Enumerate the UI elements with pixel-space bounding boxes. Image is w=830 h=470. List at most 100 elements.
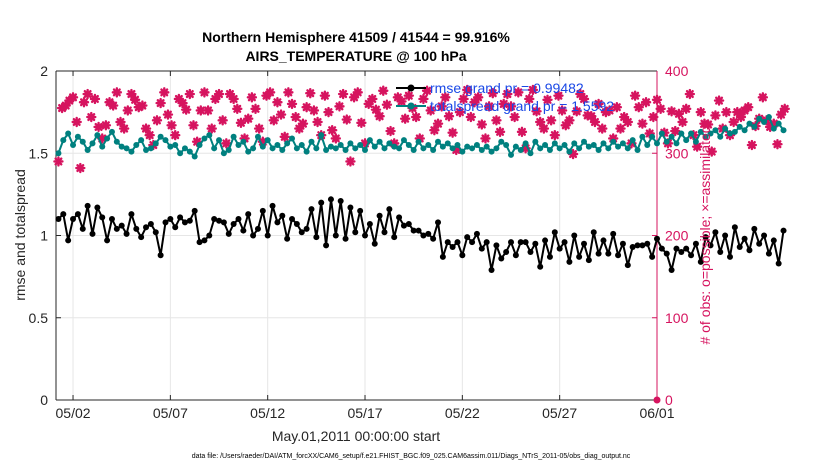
- totalspread-point: [60, 137, 67, 144]
- totalspread-point: [668, 133, 675, 140]
- rmse-point: [376, 212, 383, 219]
- rmse-point: [337, 197, 344, 204]
- rmse-point: [430, 235, 437, 242]
- totalspread-point: [683, 137, 690, 144]
- totalspread-point: [157, 133, 164, 140]
- rmse-point: [610, 230, 617, 237]
- obs-marker: [177, 97, 188, 109]
- obs-marker: [454, 106, 466, 118]
- obs-marker: [82, 88, 93, 100]
- x-tick-label: 05/07: [153, 405, 188, 421]
- totalspread-point: [410, 146, 417, 153]
- rmse-point: [508, 239, 515, 246]
- totalspread-point: [775, 120, 782, 127]
- x-tick-label: 05/17: [347, 405, 382, 421]
- totalspread-point: [537, 145, 544, 152]
- rmse-point: [683, 245, 690, 252]
- rmse-point: [697, 258, 704, 265]
- obs-marker: [498, 98, 509, 110]
- obs-marker: [334, 101, 345, 112]
- obs-marker: [385, 125, 396, 137]
- totalspread-point: [542, 142, 549, 149]
- rmse-point: [775, 260, 782, 267]
- obs-marker: [213, 88, 225, 100]
- rmse-point: [147, 220, 154, 227]
- totalspread-point: [230, 133, 237, 140]
- rmse-point: [512, 252, 519, 259]
- totalspread-point: [172, 142, 179, 149]
- obs-marker: [345, 156, 356, 167]
- rmse-point: [678, 248, 685, 255]
- rmse-point: [133, 225, 140, 232]
- obs-marker: [487, 88, 498, 99]
- obs-marker: [319, 90, 331, 101]
- totalspread-point: [522, 140, 529, 147]
- rmse-point: [162, 219, 169, 226]
- rmse-point: [615, 252, 622, 259]
- y-tick-label-left: 0.5: [29, 310, 49, 326]
- totalspread-point: [65, 130, 72, 137]
- rmse-point: [191, 207, 198, 214]
- obs-marker: [604, 105, 615, 116]
- totalspread-point: [123, 145, 130, 152]
- totalspread-point: [396, 145, 403, 152]
- totalspread-point: [765, 114, 772, 121]
- obs-marker: [301, 101, 312, 113]
- rmse-point: [371, 240, 378, 247]
- obs-marker: [75, 162, 86, 174]
- totalspread-point: [581, 138, 588, 145]
- totalspread-point: [571, 140, 578, 147]
- rmse-point: [128, 211, 135, 218]
- rmse-point: [561, 239, 568, 246]
- obs-marker: [144, 129, 155, 141]
- totalspread-point: [143, 146, 150, 153]
- totalspread-point: [425, 142, 432, 149]
- obs-marker: [611, 101, 623, 113]
- obs-marker: [403, 90, 415, 101]
- rmse-point: [104, 237, 111, 244]
- obs-marker: [640, 97, 652, 108]
- totalspread-point: [488, 148, 495, 155]
- rmse-point: [571, 232, 578, 239]
- totalspread-point: [770, 125, 777, 132]
- totalspread-point: [454, 142, 461, 149]
- totalspread-point: [362, 146, 369, 153]
- obs-marker: [538, 123, 550, 134]
- rmse-point: [464, 234, 471, 241]
- obs-marker: [684, 88, 696, 100]
- totalspread-point: [240, 138, 247, 145]
- rmse-point: [765, 250, 772, 257]
- rmse-point: [74, 211, 81, 218]
- obs-marker: [206, 123, 217, 134]
- totalspread-point: [629, 137, 636, 144]
- rmse-point: [488, 267, 495, 274]
- rmse-point: [702, 234, 709, 241]
- chart-title-line-1: Northern Hemisphere 41509 / 41544 = 99.9…: [202, 29, 510, 45]
- obs-zero-marker: [653, 396, 661, 404]
- rmse-point: [410, 227, 417, 234]
- obs-marker: [516, 126, 528, 138]
- obs-marker: [772, 139, 783, 150]
- totalspread-point: [741, 127, 748, 134]
- totalspread-point: [347, 140, 354, 147]
- rmse-point: [546, 253, 553, 260]
- totalspread-point: [371, 143, 378, 150]
- rmse-point: [308, 206, 315, 213]
- totalspread-point: [449, 145, 456, 152]
- obs-marker: [272, 97, 283, 108]
- rmse-point: [216, 217, 223, 224]
- y-tick-label-left: 2: [40, 63, 48, 79]
- obs-marker: [670, 125, 681, 137]
- obs-marker: [447, 127, 458, 138]
- rmse-point: [347, 204, 354, 211]
- obs-marker: [597, 123, 608, 134]
- totalspread-point: [337, 142, 344, 149]
- rmse-point: [289, 216, 296, 223]
- rmse-point: [770, 237, 777, 244]
- rmse-point: [527, 248, 534, 255]
- totalspread-point: [342, 146, 349, 153]
- rmse-point: [741, 235, 748, 242]
- rmse-point: [639, 242, 646, 249]
- totalspread-point: [332, 145, 339, 152]
- obs-marker: [637, 118, 648, 129]
